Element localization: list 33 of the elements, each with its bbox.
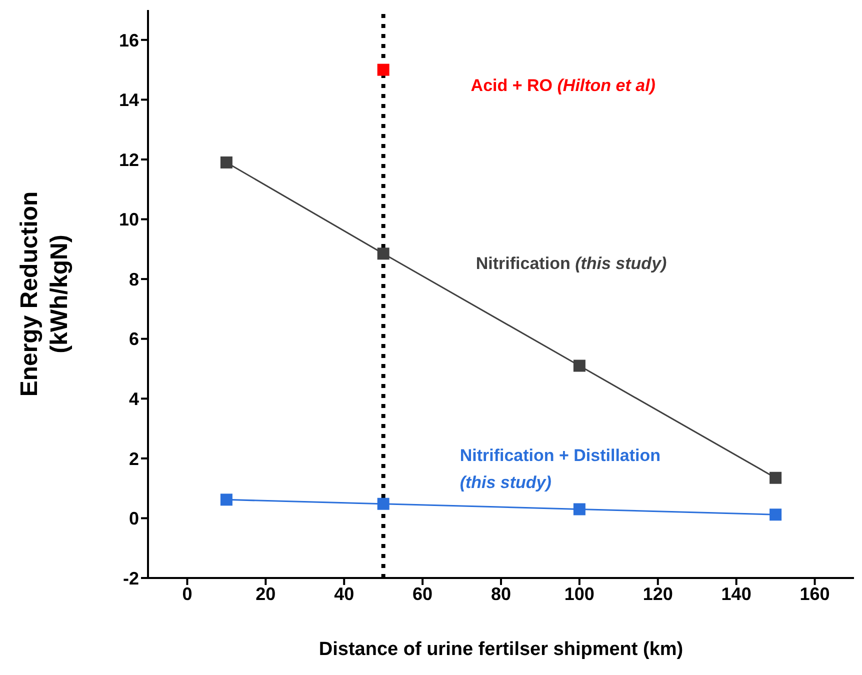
x-tick-label: 160: [800, 584, 830, 604]
x-tick-label: 0: [182, 584, 192, 604]
x-tick-label: 100: [564, 584, 594, 604]
y-tick-label: 2: [128, 448, 139, 469]
x-axis-title: Distance of urine fertilser shipment (km): [318, 639, 684, 660]
y-tick-label: 4: [128, 389, 139, 410]
y-tick-label: 6: [128, 329, 139, 350]
y-tick-label: -2: [122, 568, 139, 588]
point: [220, 156, 232, 168]
y-tick-label: 14: [118, 90, 139, 110]
point: [377, 248, 390, 260]
point: [770, 508, 782, 521]
y-tick-label: 8: [128, 269, 139, 290]
point: [770, 472, 782, 484]
point: [573, 503, 586, 516]
point: [377, 498, 390, 510]
text: Acid + RO (Hilton et al): [470, 76, 656, 95]
x-tick-label: 120: [642, 584, 673, 604]
x-tick-label: 60: [412, 584, 433, 604]
point: [573, 360, 586, 372]
x-tick-label: 20: [256, 584, 276, 604]
y-axis-title: Energy Reduction (kWh/kgN): [16, 191, 73, 397]
series-label: Nitrification + Distillation (this study): [460, 446, 661, 492]
y-tick-label: 16: [118, 30, 139, 50]
y-tick-label: 10: [118, 210, 139, 230]
x-tick-label: 80: [490, 584, 512, 604]
point: [220, 494, 232, 506]
y-tick-label: 12: [118, 150, 139, 170]
x-tick-label: 40: [334, 584, 354, 604]
x-tick-label: 140: [721, 584, 752, 604]
y-tick-label: 0: [128, 508, 139, 529]
series-label: Nitrification (this study): [476, 254, 667, 273]
point: [377, 64, 390, 76]
